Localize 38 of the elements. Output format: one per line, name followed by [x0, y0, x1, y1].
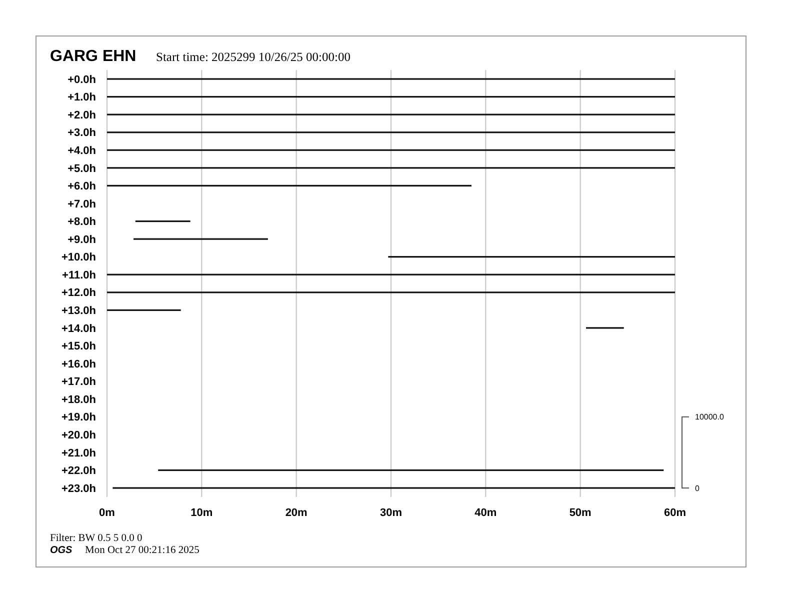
y-tick-label: +7.0h — [68, 198, 96, 210]
x-tick-label: 10m — [190, 507, 213, 519]
y-tick-label: +11.0h — [62, 269, 96, 282]
y-tick-label: +13.0h — [61, 305, 96, 318]
text: 10000.0 — [695, 412, 724, 422]
y-tick-label: +14.0h — [61, 322, 96, 335]
text: Filter: BW 0.5 5 0.0 0 — [50, 533, 142, 544]
y-tick-label: +1.0h — [68, 92, 96, 104]
y-tick-label: +10.0h — [61, 252, 96, 264]
y-tick-label: +5.0h — [68, 162, 96, 175]
y-tick-label: +17.0h — [61, 376, 96, 388]
x-tick-label: 0m — [99, 507, 116, 519]
x-tick-label: 30m — [380, 507, 402, 519]
text: OGS — [50, 545, 73, 556]
y-tick-label: +12.0h — [61, 287, 96, 300]
y-tick-label: +19.0h — [61, 412, 96, 424]
chart-subtitle: Start time: 2025299 10/26/25 00:00:00 — [156, 50, 350, 64]
y-tick-label: +0.0h — [68, 74, 96, 86]
x-tick-label: 40m — [474, 507, 497, 519]
y-tick-label: +22.0h — [61, 465, 96, 478]
y-tick-label: +3.0h — [68, 127, 96, 140]
y-tick-label: +2.0h — [68, 109, 96, 122]
y-tick-label: +21.0h — [61, 447, 96, 460]
y-tick-label: +16.0h — [61, 358, 96, 370]
chart-title: GARG EHN — [50, 48, 136, 65]
x-tick-label: 20m — [285, 507, 308, 519]
y-tick-label: +23.0h — [61, 482, 96, 495]
text: Mon Oct 27 00:21:16 2025 — [85, 545, 200, 556]
y-tick-label: +18.0h — [61, 394, 96, 406]
y-tick-label: +8.0h — [68, 216, 96, 228]
y-tick-label: +20.0h — [61, 430, 96, 442]
y-tick-label: +9.0h — [68, 234, 96, 246]
x-tick-label: 60m — [664, 507, 686, 519]
x-tick-label: 50m — [569, 507, 592, 519]
y-tick-label: +4.0h — [68, 144, 96, 157]
y-tick-label: +6.0h — [68, 180, 96, 193]
y-tick-label: +15.0h — [61, 340, 96, 353]
text: 0 — [695, 484, 700, 493]
